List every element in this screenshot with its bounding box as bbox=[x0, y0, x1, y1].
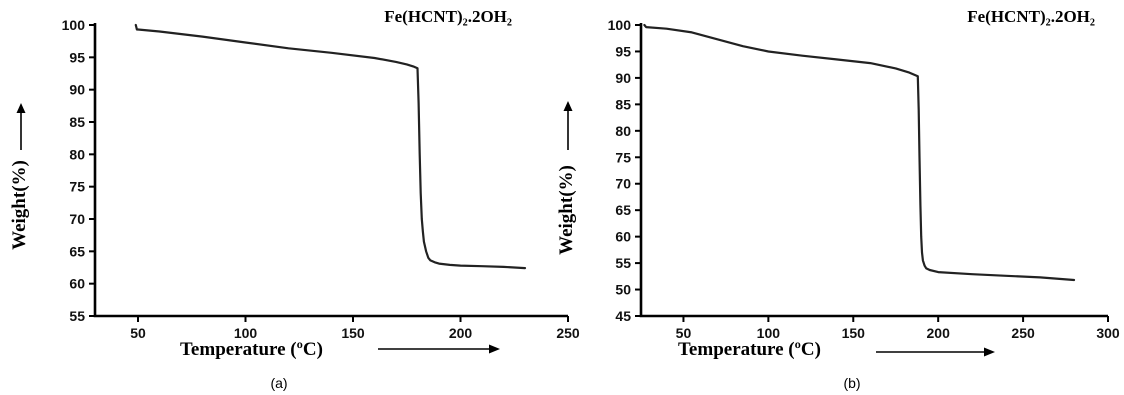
y-axis-title: Weight(%) bbox=[556, 165, 577, 255]
y-tick-label: 100 bbox=[608, 17, 632, 33]
y-axis-arrow bbox=[16, 103, 26, 150]
y-tick-label: 70 bbox=[69, 211, 85, 227]
panel-label: (b) bbox=[843, 375, 860, 391]
y-tick-label: 100 bbox=[62, 17, 86, 33]
y-tick-label: 60 bbox=[615, 229, 631, 245]
series-line bbox=[134, 23, 527, 270]
x-tick-label: 300 bbox=[1096, 325, 1120, 341]
y-tick-label: 55 bbox=[615, 255, 631, 271]
y-axis-arrow bbox=[563, 101, 573, 150]
x-tick-label: 200 bbox=[927, 325, 951, 341]
x-tick-label: 200 bbox=[449, 325, 473, 341]
y-tick-label: 50 bbox=[615, 282, 631, 298]
y-tick-label: 65 bbox=[615, 202, 631, 218]
x-tick-label: 100 bbox=[757, 325, 781, 341]
y-axis-ticks: 45 50 55 60 65 70 75 80 85 90 95 100 bbox=[608, 17, 641, 324]
x-tick-label: 50 bbox=[130, 325, 146, 341]
y-tick-label: 95 bbox=[69, 49, 85, 65]
axis-frame bbox=[639, 23, 1108, 318]
x-tick-label: 150 bbox=[842, 325, 866, 341]
x-tick-label: 100 bbox=[234, 325, 258, 341]
x-tick-label: 250 bbox=[1011, 325, 1035, 341]
x-tick-label: 250 bbox=[556, 325, 580, 341]
chart-panel-b: Fe(HCNT)₂.2OH₂ 45 50 55 60 65 70 75 80 85 90 95 100… bbox=[556, 7, 1120, 391]
y-tick-label: 80 bbox=[69, 146, 85, 162]
y-tick-label: 45 bbox=[615, 308, 631, 324]
y-axis-ticks: 55 60 65 70 75 80 85 90 95 100 bbox=[62, 17, 95, 324]
x-tick-label: 50 bbox=[676, 325, 692, 341]
x-axis-ticks: 50 100 150 200 250 300 bbox=[676, 316, 1120, 341]
y-tick-label: 90 bbox=[69, 82, 85, 98]
series-line bbox=[643, 23, 1076, 282]
chart-title: Fe(HCNT)₂.2OH₂ bbox=[967, 7, 1095, 26]
y-tick-label: 95 bbox=[615, 43, 631, 59]
y-tick-label: 75 bbox=[615, 149, 631, 165]
y-tick-label: 70 bbox=[615, 176, 631, 192]
chart-panel-a: Fe(HCNT)₂.2OH₂ 55 60 65 70 75 80 85 90 95 100 50 1… bbox=[9, 7, 580, 391]
y-tick-label: 80 bbox=[615, 123, 631, 139]
y-tick-label: 75 bbox=[69, 179, 85, 195]
x-axis-title: Temperature (ºC) bbox=[678, 339, 821, 360]
x-tick-label: 150 bbox=[341, 325, 365, 341]
y-tick-label: 85 bbox=[615, 96, 631, 112]
axis-frame bbox=[93, 23, 568, 318]
y-tick-label: 90 bbox=[615, 70, 631, 86]
x-axis-arrow bbox=[876, 347, 995, 357]
x-axis-ticks: 50 100 150 200 250 bbox=[130, 316, 580, 341]
y-axis-title: Weight(%) bbox=[9, 160, 30, 250]
y-tick-label: 85 bbox=[69, 114, 85, 130]
x-axis-title: Temperature (ºC) bbox=[180, 339, 323, 360]
y-tick-label: 60 bbox=[69, 276, 85, 292]
panel-label: (a) bbox=[270, 375, 287, 391]
y-tick-label: 65 bbox=[69, 243, 85, 259]
chart-title: Fe(HCNT)₂.2OH₂ bbox=[384, 7, 512, 26]
y-tick-label: 55 bbox=[69, 308, 85, 324]
x-axis-arrow bbox=[378, 344, 500, 354]
